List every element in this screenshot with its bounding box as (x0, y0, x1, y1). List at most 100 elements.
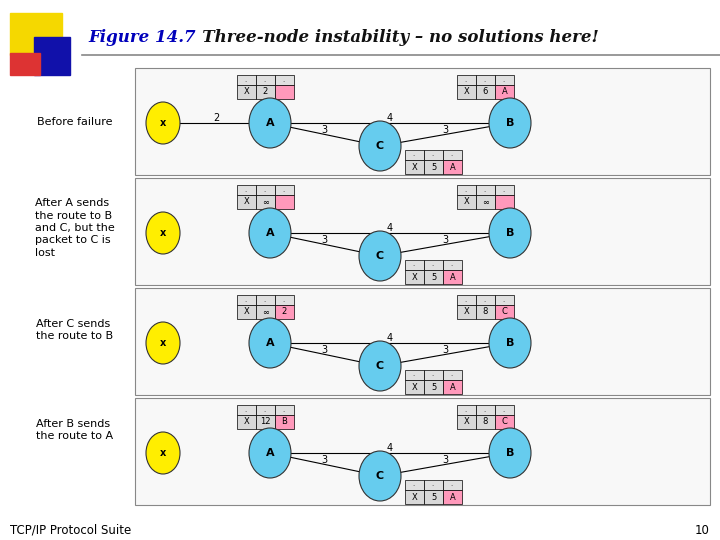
Text: 3: 3 (321, 125, 327, 134)
Text: 5: 5 (431, 382, 436, 392)
Bar (405, 490, 424, 504)
Bar (10, 53, 40, 75)
Bar (275, 75, 294, 85)
Text: X: X (412, 273, 418, 281)
Bar (495, 195, 514, 209)
Text: ..: .. (464, 187, 468, 192)
Text: ..: .. (245, 78, 248, 83)
Text: 12: 12 (260, 417, 271, 427)
Text: 4: 4 (387, 113, 393, 123)
Bar (135, 178, 710, 285)
Text: B: B (506, 228, 514, 238)
Bar (237, 305, 256, 319)
Bar (424, 160, 443, 174)
Text: ..: .. (484, 298, 487, 302)
Text: ..: .. (432, 152, 436, 158)
Text: 4: 4 (387, 223, 393, 233)
Text: C: C (502, 307, 508, 316)
Text: X: X (412, 492, 418, 502)
Text: A: A (449, 492, 455, 502)
Text: After B sends
the route to A: After B sends the route to A (37, 419, 114, 441)
Ellipse shape (146, 102, 180, 144)
Text: A: A (266, 448, 274, 458)
Bar (405, 150, 424, 160)
Text: X: X (243, 307, 249, 316)
Text: ..: .. (451, 373, 454, 377)
Bar (457, 295, 476, 305)
Bar (457, 415, 476, 429)
Text: ..: .. (283, 187, 287, 192)
Text: B: B (506, 448, 514, 458)
Text: B: B (506, 338, 514, 348)
Bar (405, 370, 424, 380)
Bar (275, 195, 294, 209)
Text: x: x (160, 448, 166, 458)
Text: X: X (464, 198, 469, 206)
Text: ..: .. (432, 262, 436, 267)
Bar (457, 195, 476, 209)
Text: C: C (502, 417, 508, 427)
Bar (443, 370, 462, 380)
Text: B: B (506, 118, 514, 128)
Ellipse shape (489, 98, 531, 148)
Text: TCP/IP Protocol Suite: TCP/IP Protocol Suite (10, 523, 131, 537)
Text: 3: 3 (443, 345, 449, 355)
Ellipse shape (249, 208, 291, 258)
Ellipse shape (489, 318, 531, 368)
Bar (476, 305, 495, 319)
Text: ..: .. (503, 408, 506, 413)
Text: 3: 3 (443, 125, 449, 134)
Text: 5: 5 (431, 163, 436, 172)
Text: ..: .. (432, 373, 436, 377)
Text: 3: 3 (443, 234, 449, 245)
Bar (443, 490, 462, 504)
Bar (256, 85, 275, 99)
Bar (424, 270, 443, 284)
Text: ..: .. (464, 78, 468, 83)
Bar (256, 75, 275, 85)
Bar (10, 13, 62, 55)
Bar (476, 75, 495, 85)
Bar (405, 160, 424, 174)
Text: ..: .. (432, 483, 436, 488)
Bar (256, 195, 275, 209)
Text: A: A (266, 228, 274, 238)
Ellipse shape (359, 451, 401, 501)
Bar (237, 295, 256, 305)
Text: C: C (376, 361, 384, 371)
Text: 8: 8 (483, 417, 488, 427)
Bar (476, 415, 495, 429)
Text: 6: 6 (483, 87, 488, 97)
Text: X: X (464, 307, 469, 316)
Bar (405, 270, 424, 284)
Bar (237, 195, 256, 209)
Ellipse shape (146, 322, 180, 364)
Text: X: X (412, 163, 418, 172)
Bar (443, 160, 462, 174)
Bar (256, 185, 275, 195)
Bar (424, 150, 443, 160)
Bar (424, 480, 443, 490)
Bar (405, 380, 424, 394)
Text: X: X (464, 417, 469, 427)
Text: 10: 10 (695, 523, 710, 537)
Text: A: A (449, 163, 455, 172)
Text: ..: .. (503, 298, 506, 302)
Bar (424, 370, 443, 380)
Text: 2: 2 (282, 307, 287, 316)
Bar (405, 260, 424, 270)
Text: 3: 3 (321, 234, 327, 245)
Bar (237, 75, 256, 85)
Bar (457, 75, 476, 85)
Text: ..: .. (413, 373, 416, 377)
Bar (237, 185, 256, 195)
Text: ..: .. (503, 187, 506, 192)
Text: A: A (449, 273, 455, 281)
Bar (495, 405, 514, 415)
Ellipse shape (249, 98, 291, 148)
Bar (256, 405, 275, 415)
Bar (443, 260, 462, 270)
Text: X: X (412, 382, 418, 392)
Bar (443, 270, 462, 284)
Text: ..: .. (484, 78, 487, 83)
